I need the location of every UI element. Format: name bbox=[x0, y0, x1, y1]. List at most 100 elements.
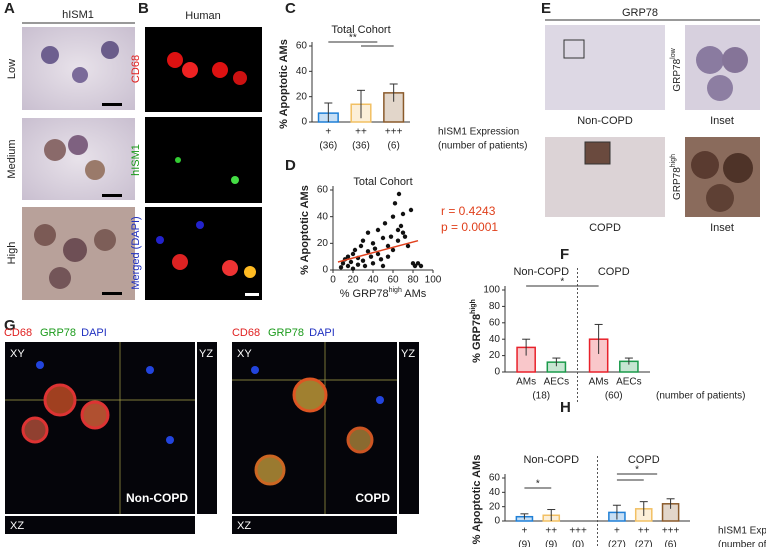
signal bbox=[175, 157, 181, 163]
point bbox=[350, 251, 356, 257]
significance-label: ** bbox=[349, 33, 357, 44]
x-tick-label: ++ bbox=[545, 526, 557, 537]
label-sup: high bbox=[389, 287, 402, 294]
cell bbox=[49, 267, 71, 289]
label-sup: low bbox=[670, 47, 677, 58]
cell bbox=[167, 52, 183, 68]
x-tick-label: 60 bbox=[387, 275, 399, 286]
cell bbox=[233, 71, 247, 85]
cell bbox=[212, 62, 228, 78]
micrograph bbox=[5, 516, 195, 534]
micrograph bbox=[232, 342, 397, 514]
count-label: (36) bbox=[352, 141, 370, 152]
group-label: COPD bbox=[628, 454, 660, 466]
label-text: % GRP78 bbox=[471, 314, 483, 363]
cell bbox=[41, 46, 59, 64]
y-tick-label: 0 bbox=[301, 117, 307, 128]
point bbox=[355, 262, 361, 267]
point bbox=[408, 207, 414, 213]
point bbox=[360, 238, 366, 243]
panel-label: A bbox=[4, 0, 15, 17]
y-tick-label: 60 bbox=[489, 473, 501, 484]
side-label: GRP78high bbox=[670, 154, 683, 200]
y-axis-label: % GRP78high bbox=[470, 299, 483, 363]
count-label: (6) bbox=[388, 141, 400, 152]
image-label: COPD bbox=[589, 222, 621, 234]
cell bbox=[43, 383, 77, 417]
point bbox=[380, 235, 386, 241]
fluorescence-group bbox=[145, 27, 262, 300]
label-text: GRP78 bbox=[672, 167, 683, 200]
scale-bar bbox=[102, 103, 122, 106]
row-label: Low bbox=[6, 59, 18, 79]
y-tick-label: 60 bbox=[317, 185, 329, 196]
count-label: (27) bbox=[608, 540, 626, 547]
label-sup: high bbox=[470, 299, 477, 314]
point bbox=[400, 230, 406, 235]
point bbox=[360, 258, 366, 263]
y-tick-label: 100 bbox=[483, 285, 500, 296]
point bbox=[392, 201, 398, 206]
cell bbox=[707, 75, 733, 101]
y-tick-label: 20 bbox=[317, 238, 329, 249]
cell bbox=[723, 153, 753, 183]
point bbox=[382, 221, 388, 226]
chart-title: Total Cohort bbox=[353, 176, 412, 188]
cell bbox=[72, 67, 88, 83]
point bbox=[400, 211, 406, 217]
x-tick-label: + bbox=[614, 526, 620, 537]
cell bbox=[34, 224, 56, 246]
label-text: AMs bbox=[402, 288, 427, 300]
legend-entry: GRP78 bbox=[268, 327, 304, 339]
cell bbox=[696, 46, 724, 74]
label-text: % Apoptotic AMs bbox=[471, 455, 483, 545]
cell bbox=[101, 41, 119, 59]
point bbox=[370, 241, 376, 246]
point bbox=[398, 223, 404, 229]
y-tick-label: 0 bbox=[494, 516, 500, 527]
y-tick-label: 40 bbox=[317, 211, 329, 222]
point bbox=[368, 254, 374, 259]
group-label: COPD bbox=[598, 266, 630, 278]
count-label: (9) bbox=[518, 540, 530, 547]
micrograph bbox=[545, 25, 665, 110]
x-tick-label: AMs bbox=[516, 377, 536, 388]
point bbox=[415, 261, 421, 266]
cell bbox=[346, 426, 374, 454]
point bbox=[390, 247, 396, 253]
point bbox=[405, 243, 411, 249]
nucleus bbox=[146, 366, 154, 374]
count-label: (6) bbox=[664, 540, 676, 547]
x-tick-label: AECs bbox=[544, 377, 570, 388]
micrograph bbox=[22, 118, 135, 200]
nucleus bbox=[166, 436, 174, 444]
x-tick-label: 80 bbox=[407, 275, 419, 286]
count-axis-label: (number of patients) bbox=[718, 540, 766, 547]
point bbox=[375, 227, 381, 233]
x-tick-label: + bbox=[325, 127, 331, 138]
y-tick-label: 40 bbox=[489, 334, 501, 345]
micrograph bbox=[232, 516, 397, 534]
x-tick-label: +++ bbox=[662, 526, 680, 537]
confocal-group bbox=[5, 342, 419, 534]
panel-title: hISM1 bbox=[62, 9, 94, 21]
view-label: YZ bbox=[199, 348, 213, 360]
cell bbox=[21, 416, 49, 444]
y-tick-label: 60 bbox=[296, 41, 308, 52]
panel-title: GRP78 bbox=[622, 7, 658, 19]
point bbox=[388, 234, 394, 239]
count-label: (36) bbox=[319, 141, 337, 152]
panel-label: C bbox=[285, 0, 296, 17]
panel-label: D bbox=[285, 157, 296, 174]
view-label: XZ bbox=[237, 520, 251, 532]
y-axis-label: % Apoptotic AMs bbox=[471, 455, 483, 545]
scale-bar bbox=[102, 194, 122, 197]
signal bbox=[231, 176, 239, 184]
x-axis-label: hISM1 Expression bbox=[718, 526, 766, 537]
cell bbox=[94, 229, 116, 251]
x-axis-label: % GRP78high AMs bbox=[340, 287, 427, 300]
x-tick-label: 0 bbox=[330, 275, 336, 286]
view-label: XZ bbox=[10, 520, 24, 532]
x-tick-label: 40 bbox=[367, 275, 379, 286]
